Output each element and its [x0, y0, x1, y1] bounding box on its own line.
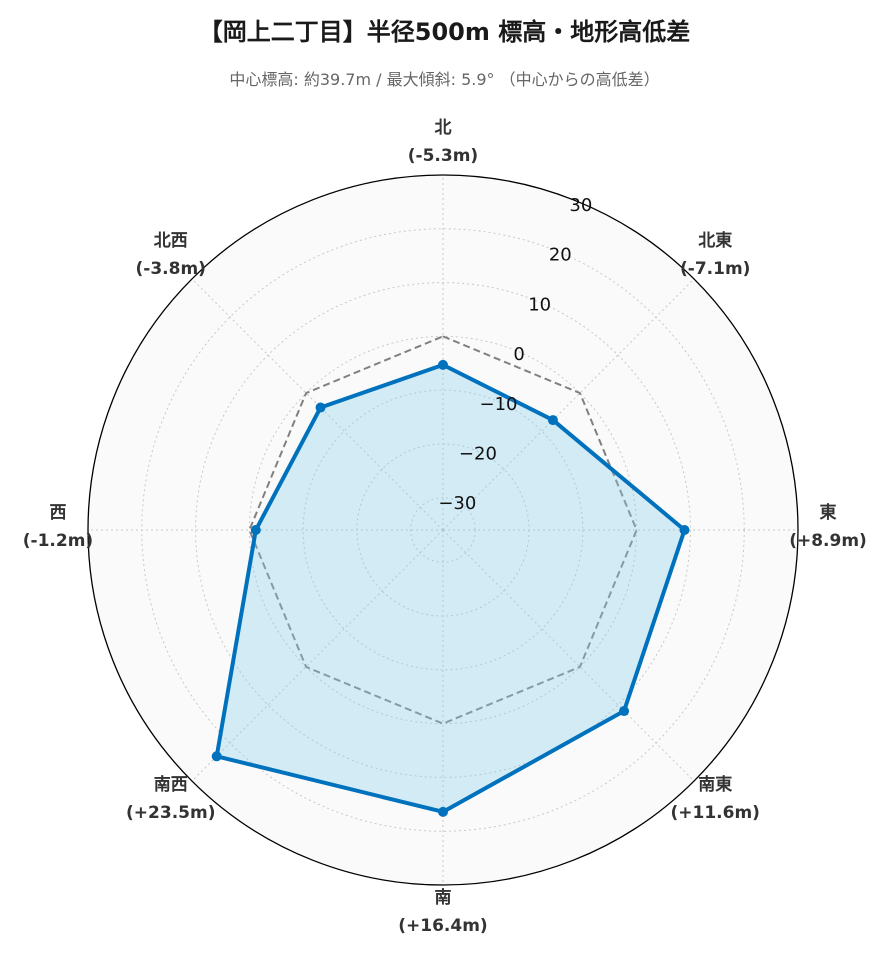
direction-value-6: (-1.2m): [23, 531, 93, 551]
radial-tick-label-3: 0: [513, 344, 524, 365]
direction-name-1: 北東: [698, 230, 732, 251]
elevation-point-2: [679, 525, 690, 535]
direction-value-7: (-3.8m): [136, 259, 206, 279]
direction-label-6: 西 (-1.2m): [23, 503, 93, 551]
chart-title: 【岡上二丁目】半径500m 標高・地形高低差: [198, 18, 691, 46]
grid-spoke-3: [442, 529, 695, 782]
grid-ring-4: [195, 282, 691, 778]
radial-tick-label-4: 10: [528, 294, 551, 315]
grid-spoke-7: [191, 278, 444, 531]
direction-label-5: 南西 (+23.5m): [126, 774, 215, 823]
chart-subtitle: 中心標高: 約39.7m / 最大傾斜: 5.9° （中心からの高低差）: [229, 70, 660, 89]
direction-label-1: 北東 (-7.1m): [680, 230, 750, 279]
direction-label-7: 北西 (-3.8m): [136, 231, 206, 279]
grid-ring-2: [302, 389, 584, 671]
elevation-area: [216, 364, 685, 812]
direction-name-3: 南東: [698, 774, 732, 795]
grid-spokes: [88, 175, 798, 885]
elevation-point-3: [619, 706, 630, 717]
direction-value-1: (-7.1m): [680, 259, 750, 279]
grid-ring-0: [410, 497, 476, 563]
direction-name-5: 南西: [154, 774, 188, 795]
direction-value-3: (+11.6m): [671, 803, 760, 823]
direction-name-7: 北西: [154, 231, 188, 251]
direction-label-0: 北 (-5.3m): [408, 118, 478, 166]
series-layer: [211, 335, 690, 817]
radial-tick-label-6: 30: [569, 195, 592, 216]
outer-ring: [87, 174, 799, 886]
elevation-point-6: [250, 525, 261, 535]
direction-name-0: 北: [435, 118, 452, 138]
elevation-point-5: [211, 751, 222, 762]
direction-value-2: (+8.9m): [789, 531, 867, 551]
direction-value-4: (+16.4m): [398, 916, 487, 936]
elevation-point-1: [547, 415, 558, 426]
elevation-point-7: [315, 402, 326, 413]
direction-name-2: 東: [820, 502, 837, 523]
grid-spoke-5: [191, 529, 444, 782]
radial-tick-label-2: −10: [480, 394, 518, 415]
direction-label-3: 南東 (+11.6m): [671, 774, 760, 823]
direction-labels: 北 (-5.3m) 北東 (-7.1m) 東 (+8.9m) 南東 (+11.6m) 南 (+16…: [23, 118, 867, 936]
elevation-point-4: [438, 806, 448, 817]
direction-name-6: 西: [50, 503, 67, 523]
direction-label-4: 南 (+16.4m): [398, 887, 487, 936]
direction-value-5: (+23.5m): [126, 803, 215, 823]
direction-name-4: 南: [435, 887, 452, 908]
elevation-point-0: [438, 359, 448, 370]
grid-ring-3: [248, 335, 638, 725]
radial-tick-label-5: 20: [549, 245, 572, 266]
direction-label-2: 東 (+8.9m): [789, 502, 867, 551]
grid-spoke-1: [442, 278, 695, 531]
radial-tick-label-0: −30: [438, 493, 476, 514]
radial-tick-labels: −30 −20 −10 0 10 20 30: [438, 195, 592, 514]
radial-tick-label-1: −20: [459, 443, 497, 464]
direction-value-0: (-5.3m): [408, 146, 478, 166]
